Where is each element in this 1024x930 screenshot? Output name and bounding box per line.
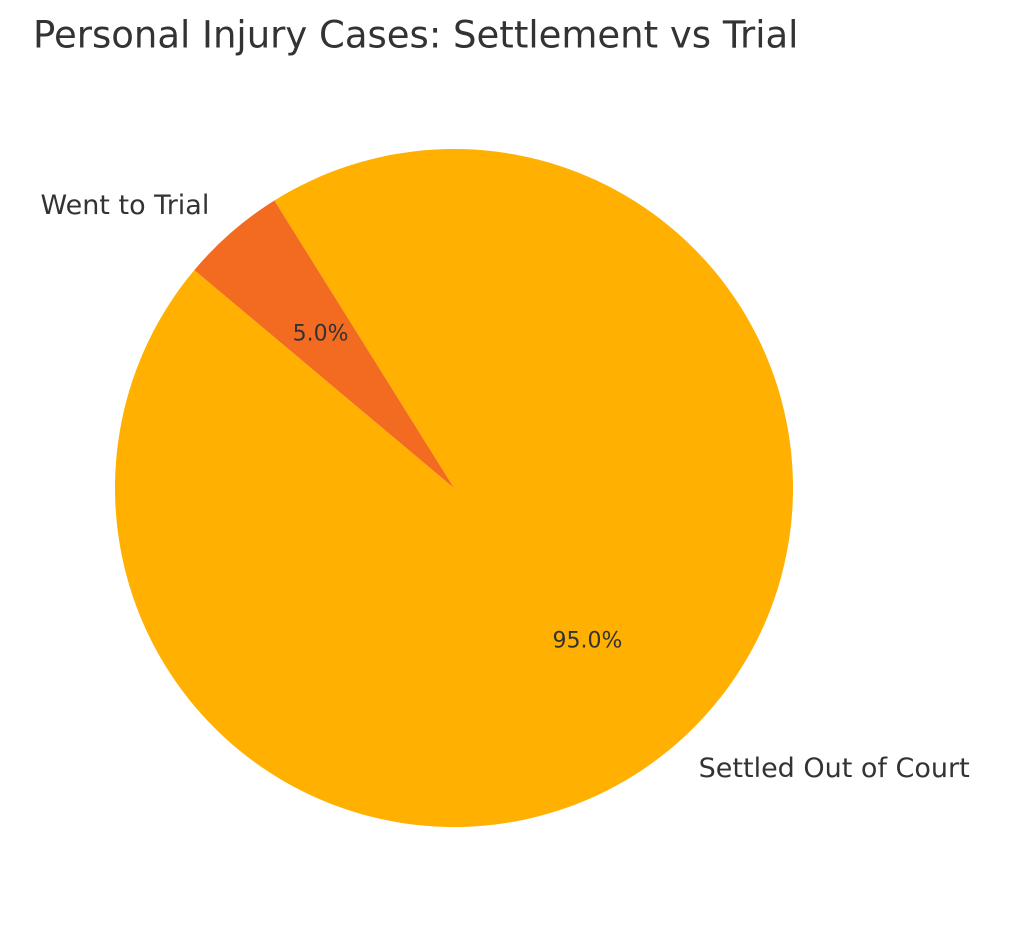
slice-label: Settled Out of Court: [699, 753, 970, 784]
pie-slice: [115, 148, 794, 828]
value-label: 5.0%: [293, 321, 349, 346]
slice-label: Went to Trial: [40, 190, 209, 221]
pie-slice: [194, 200, 455, 488]
chart-title: Personal Injury Cases: Settlement vs Tri…: [33, 14, 798, 57]
value-label: 95.0%: [552, 629, 622, 654]
